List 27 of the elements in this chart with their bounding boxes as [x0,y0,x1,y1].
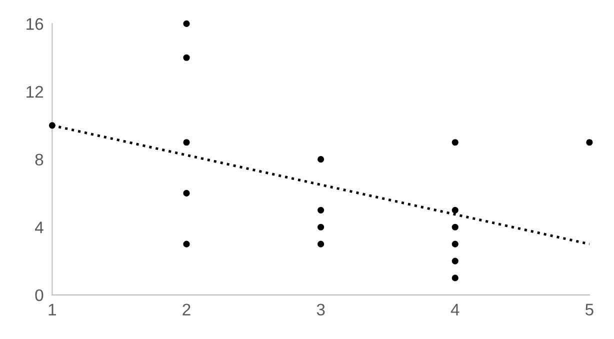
x-tick-label: 1 [48,304,56,316]
point [183,139,190,146]
point [452,224,458,230]
point [452,139,458,146]
point [48,122,56,129]
x-tick-label: 3 [316,304,325,316]
point [318,240,324,248]
point [183,20,190,28]
point [452,240,458,248]
x-tick-label: 4 [450,304,460,316]
point [318,156,324,163]
y-tick-label: 12 [26,86,44,98]
x-tick-label: 5 [585,304,594,316]
point [452,258,458,264]
y-tick-label: 4 [34,222,44,234]
point [318,224,324,230]
point [183,54,190,61]
point [452,206,458,214]
point [183,240,190,248]
point [183,190,190,197]
x-tick-label: 2 [182,304,190,316]
y-tick-label: 16 [26,18,44,30]
point [586,139,593,146]
y-tick-label: 0 [35,289,44,302]
point [452,274,458,282]
point [318,206,324,214]
y-tick-label: 8 [35,154,44,166]
